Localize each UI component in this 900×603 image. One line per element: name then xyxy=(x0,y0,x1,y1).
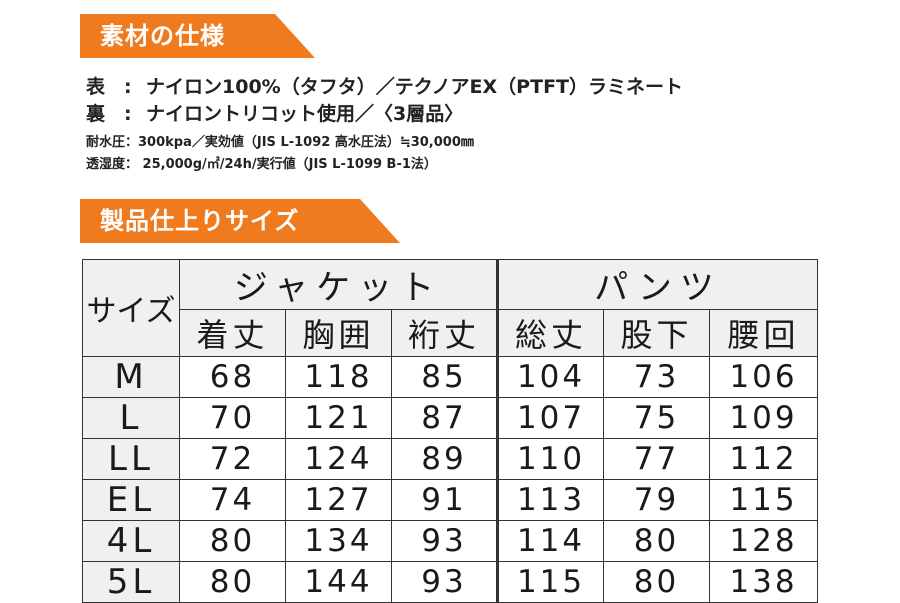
table-cell: 70 xyxy=(179,397,286,439)
table-cell: 138 xyxy=(709,561,819,603)
table-cell: 93 xyxy=(390,520,500,562)
size-label: 5L xyxy=(82,561,180,603)
table-row: L 70 121 87 107 75 109 xyxy=(82,397,819,439)
column-header: 総丈 xyxy=(497,309,605,357)
outer-label: 表 : xyxy=(86,76,132,98)
water-resistance-line: 耐水圧：300kpa／実効値（JIS L-1092 高水圧法）≒30,000㎜ xyxy=(86,131,474,150)
pants-group-header: パンツ xyxy=(497,259,819,310)
table-cell: 144 xyxy=(285,561,392,603)
size-table: サイズ ジャケット パンツ 着丈 胸囲 裄丈 総丈 股下 腰回 M 68 118 85… xyxy=(82,259,819,603)
table-cell: 77 xyxy=(603,438,711,480)
table-cell: 68 xyxy=(179,356,286,398)
table-cell: 115 xyxy=(497,561,605,603)
table-cell: 73 xyxy=(603,356,711,398)
table-cell: 109 xyxy=(709,397,819,439)
table-cell: 79 xyxy=(603,479,711,521)
breathability-line: 透湿度： 25,000g/㎡/24h/実行値（JIS L-1099 B-1法） xyxy=(86,153,437,172)
table-cell: 112 xyxy=(709,438,819,480)
table-cell: 74 xyxy=(179,479,286,521)
table-cell: 134 xyxy=(285,520,392,562)
table-row: EL 74 127 91 113 79 115 xyxy=(82,479,819,521)
size-label: EL xyxy=(82,479,180,521)
column-header: 裄丈 xyxy=(390,309,500,357)
inner-value: ナイロントリコット使用／〈3層品〉 xyxy=(146,103,464,125)
table-cell: 80 xyxy=(603,561,711,603)
table-cell: 110 xyxy=(497,438,605,480)
outer-value: ナイロン100%（タフタ）／テクノアEX（PTFT）ラミネート xyxy=(146,76,684,98)
table-cell: 106 xyxy=(709,356,819,398)
table-cell: 124 xyxy=(285,438,392,480)
table-row: M 68 118 85 104 73 106 xyxy=(82,356,819,398)
outer-material-line: 表 : ナイロン100%（タフタ）／テクノアEX（PTFT）ラミネート xyxy=(86,72,683,99)
table-cell: 93 xyxy=(390,561,500,603)
table-cell: 114 xyxy=(497,520,605,562)
size-label: L xyxy=(82,397,180,439)
column-header: 腰回 xyxy=(709,309,819,357)
table-row: 5L 80 144 93 115 80 138 xyxy=(82,561,819,603)
size-heading-banner: 製品仕上りサイズ xyxy=(80,199,400,243)
size-column-header: サイズ xyxy=(82,259,180,357)
table-row: 4L 80 134 93 114 80 128 xyxy=(82,520,819,562)
size-label: M xyxy=(82,356,180,398)
breath-value: 25,000g/㎡/24h/実行値（JIS L-1099 B-1法） xyxy=(142,157,437,172)
water-label: 耐水圧： xyxy=(86,135,139,150)
table-cell: 80 xyxy=(179,561,286,603)
table-cell: 121 xyxy=(285,397,392,439)
table-cell: 118 xyxy=(285,356,392,398)
size-label: 4L xyxy=(82,520,180,562)
table-cell: 87 xyxy=(390,397,500,439)
table-cell: 72 xyxy=(179,438,286,480)
table-cell: 128 xyxy=(709,520,819,562)
table-row: LL 72 124 89 110 77 112 xyxy=(82,438,819,480)
size-label: LL xyxy=(82,438,180,480)
table-cell: 113 xyxy=(497,479,605,521)
column-header: 着丈 xyxy=(179,309,286,357)
jacket-group-header: ジャケット xyxy=(178,259,500,310)
materials-heading-banner: 素材の仕様 xyxy=(80,14,315,58)
column-header: 胸囲 xyxy=(285,309,392,357)
table-cell: 91 xyxy=(390,479,500,521)
breath-label: 透湿度： xyxy=(86,157,139,172)
table-cell: 104 xyxy=(497,356,605,398)
table-cell: 89 xyxy=(390,438,500,480)
column-header: 股下 xyxy=(603,309,711,357)
inner-label: 裏 : xyxy=(86,103,132,125)
table-cell: 80 xyxy=(179,520,286,562)
inner-material-line: 裏 : ナイロントリコット使用／〈3層品〉 xyxy=(86,99,463,126)
table-cell: 85 xyxy=(390,356,500,398)
table-cell: 115 xyxy=(709,479,819,521)
table-cell: 75 xyxy=(603,397,711,439)
table-cell: 127 xyxy=(285,479,392,521)
table-cell: 107 xyxy=(497,397,605,439)
water-value: 300kpa／実効値（JIS L-1092 高水圧法）≒30,000㎜ xyxy=(138,135,474,150)
table-cell: 80 xyxy=(603,520,711,562)
